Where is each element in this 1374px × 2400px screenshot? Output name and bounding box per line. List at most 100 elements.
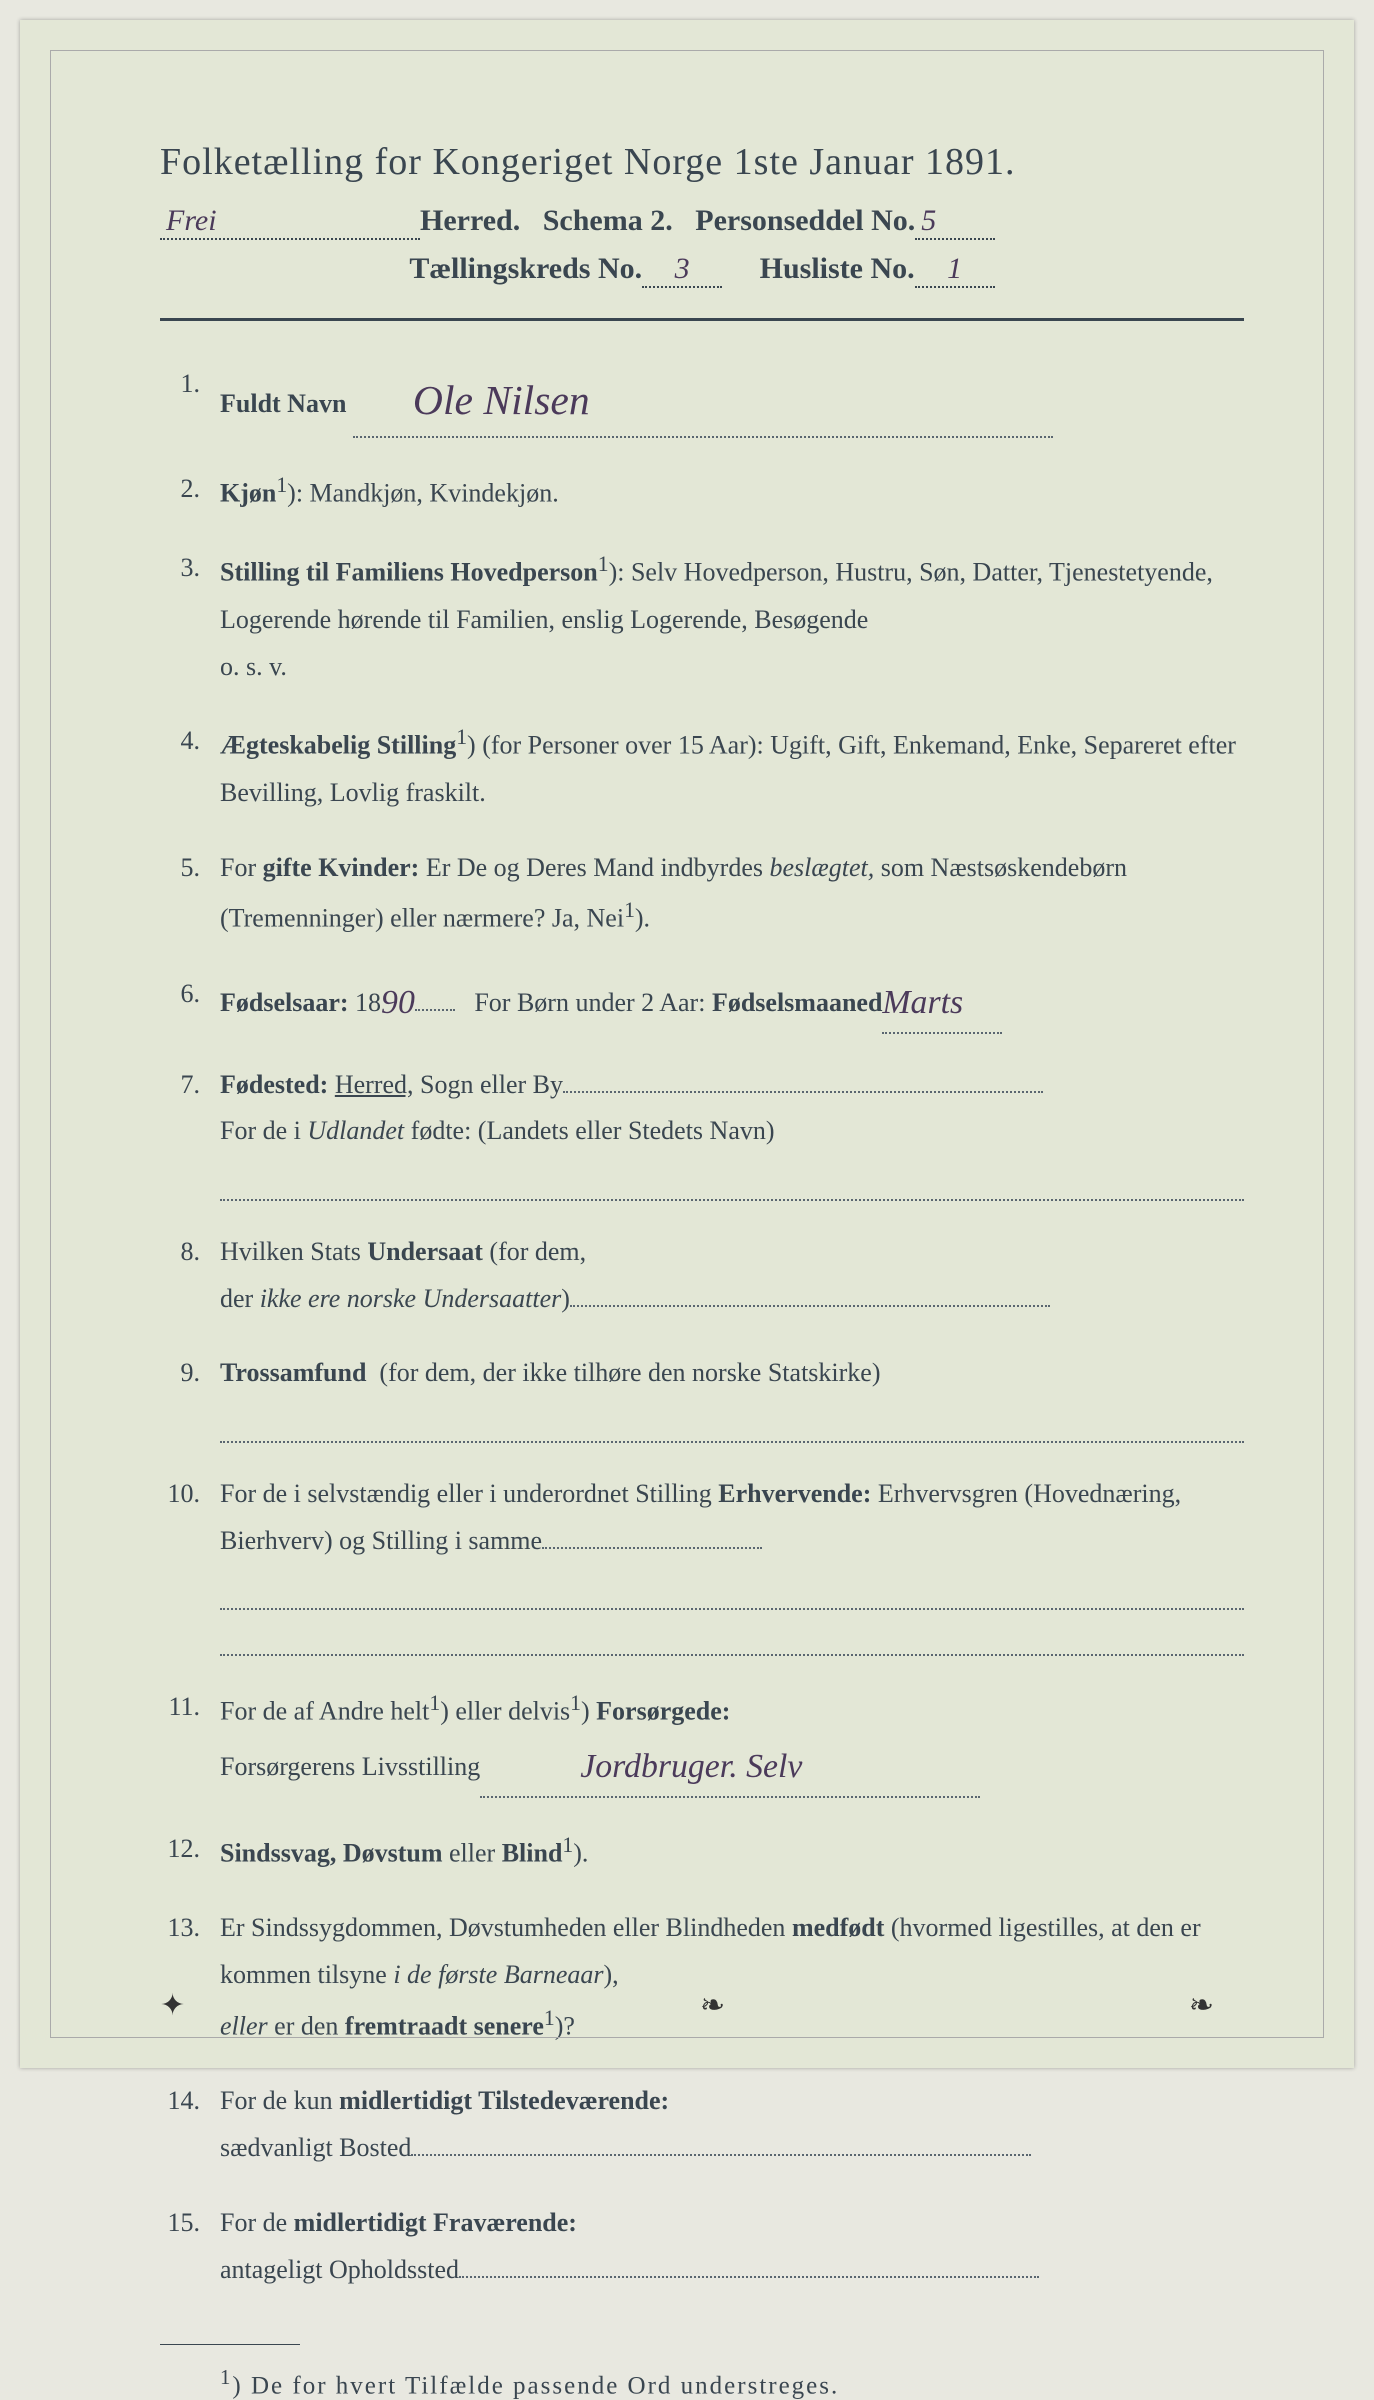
b-fravaer: midlertidigt Fraværende:	[294, 2208, 577, 2237]
blank-10a	[220, 1568, 1244, 1610]
b-medfodt: medfødt	[792, 1913, 884, 1942]
num-5: 5.	[160, 845, 220, 943]
form-header: Folketælling for Kongeriget Norge 1ste J…	[160, 140, 1244, 288]
item-13-medfodt: 13. Er Sindssygdommen, Døvstumheden elle…	[160, 1905, 1244, 2050]
kreds-line: Tællingskreds No.3 Husliste No.1	[160, 252, 1244, 288]
item-11-forsorgede: 11. For de af Andre helt1) eller delvis1…	[160, 1684, 1244, 1798]
text-8b: (for dem,	[489, 1237, 586, 1266]
label-kjon: Kjøn	[220, 479, 276, 508]
i-barneaar: i de første Barneaar	[393, 1960, 603, 1989]
item-6-fodselsaar: 6. Fødselsaar: 1890 For Børn under 2 Aar…	[160, 971, 1244, 1034]
text-15a: For de	[220, 2208, 287, 2237]
num-6: 6.	[160, 971, 220, 1034]
label-fodested: Fødested:	[220, 1070, 328, 1099]
text-13c: ),	[603, 1960, 618, 1989]
b-fremtraadt: fremtraadt senere	[345, 2012, 544, 2041]
b-blind: Blind	[502, 1839, 563, 1868]
b-sinds: Sindssvag, Døvstum	[220, 1839, 443, 1868]
pre-5: For	[220, 853, 256, 882]
num-3: 3.	[160, 545, 220, 690]
i-8: ikke ere norske Undersaatter	[260, 1284, 562, 1313]
header-separator	[160, 318, 1244, 321]
text-14b: sædvanligt Bosted	[220, 2133, 411, 2162]
i-eller: eller	[220, 2012, 268, 2041]
footnote-text: ) De for hvert Tilfælde passende Ord und…	[232, 2372, 839, 2399]
label-maaned: Fødselsmaaned	[712, 988, 882, 1017]
herred-value: Frei	[160, 204, 420, 240]
label-navn: Fuldt Navn	[220, 389, 346, 418]
punch-mark-left: ✦	[160, 1988, 185, 2023]
item-3-stilling: 3. Stilling til Familiens Hovedperson1):…	[160, 545, 1244, 690]
kreds-no: 3	[642, 252, 722, 288]
personseddel-no: 5	[915, 204, 995, 240]
sup-5: 1	[624, 898, 635, 922]
end-13: )?	[555, 2012, 575, 2041]
husliste-no: 1	[915, 252, 995, 288]
personseddel-label: Personseddel No.	[695, 204, 915, 237]
num-11: 11.	[160, 1684, 220, 1798]
text-7b: For de i	[220, 1116, 301, 1145]
sup-11a: 1	[429, 1691, 440, 1715]
text-11a: For de af Andre helt	[220, 1696, 429, 1725]
text-11c: )	[581, 1696, 590, 1725]
i-5: beslægtet,	[770, 853, 875, 882]
num-10: 10.	[160, 1471, 220, 1656]
text-5a: Er De og Deres Mand indbyrdes	[426, 853, 763, 882]
num-2: 2.	[160, 466, 220, 517]
text-9: (for dem, der ikke tilhøre den norske St…	[379, 1358, 880, 1387]
end-8: )	[561, 1284, 570, 1313]
b-undersaat: Undersaat	[367, 1237, 483, 1266]
item-8-undersaat: 8. Hvilken Stats Undersaat (for dem, der…	[160, 1229, 1244, 1323]
hw-forsorg: Jordbruger. Selv	[480, 1748, 802, 1785]
text-10a: For de i selvstændig eller i underordnet…	[220, 1479, 712, 1508]
footnote: 1) De for hvert Tilfælde passende Ord un…	[160, 2365, 1244, 2400]
year-hw: 90	[381, 984, 415, 1021]
item-12-sindssvag: 12. Sindssvag, Døvstum eller Blind1).	[160, 1826, 1244, 1877]
num-12: 12.	[160, 1826, 220, 1877]
year-pre: 18	[355, 988, 381, 1017]
text-11b: ) eller delvis	[440, 1696, 570, 1725]
item-7-fodested: 7. Fødested: Herred, Sogn eller By For d…	[160, 1062, 1244, 1201]
item-15-fravaer: 15. For de midlertidigt Fraværende: anta…	[160, 2200, 1244, 2294]
sup-11b: 1	[570, 1691, 581, 1715]
census-form-page: Folketælling for Kongeriget Norge 1ste J…	[20, 20, 1354, 2068]
item-9-trossamfund: 9. Trossamfund (for dem, der ikke tilhør…	[160, 1350, 1244, 1442]
num-1: 1.	[160, 361, 220, 438]
kreds-label: Tællingskreds No.	[409, 252, 642, 285]
label-stilling: Stilling til Familiens Hovedperson	[220, 558, 598, 587]
text-15b: antageligt Opholdssted	[220, 2255, 459, 2284]
item-14-tilstede: 14. For de kun midlertidigt Tilstedevære…	[160, 2078, 1244, 2172]
item-5-gifte: 5. For gifte Kvinder: Er De og Deres Man…	[160, 845, 1244, 943]
num-7: 7.	[160, 1062, 220, 1201]
osv: o. s. v.	[220, 644, 1244, 691]
text-7c: fødte: (Landets eller Stedets Navn)	[411, 1116, 775, 1145]
sup-3: 1	[598, 552, 609, 576]
blank-9	[220, 1401, 1244, 1443]
sup-13: 1	[544, 2006, 555, 2030]
text-7a: Sogn eller By	[420, 1070, 563, 1099]
item-10-erhverv: 10. For de i selvstændig eller i underor…	[160, 1471, 1244, 1656]
text-8a: Hvilken Stats	[220, 1237, 361, 1266]
num-13: 13.	[160, 1905, 220, 2050]
label-fodsel: Fødselsaar:	[220, 988, 349, 1017]
text-12: eller	[449, 1839, 495, 1868]
b-tros: Trossamfund	[220, 1358, 366, 1387]
num-4: 4.	[160, 718, 220, 816]
u-herred: Herred,	[335, 1070, 414, 1099]
text-11d: Forsørgerens Livsstilling	[220, 1752, 480, 1781]
footnote-sup: 1	[220, 2365, 232, 2389]
punch-mark-center: ❧	[700, 1988, 725, 2023]
husliste-label: Husliste No.	[760, 252, 915, 285]
text-13a: Er Sindssygdommen, Døvstumheden eller Bl…	[220, 1913, 785, 1942]
schema-label: Schema 2.	[543, 204, 673, 237]
text-6b: For Børn under 2 Aar:	[474, 988, 705, 1017]
main-title: Folketælling for Kongeriget Norge 1ste J…	[160, 140, 1244, 184]
sup-4: 1	[456, 725, 467, 749]
num-9: 9.	[160, 1350, 220, 1442]
num-15: 15.	[160, 2200, 220, 2294]
herred-line: FreiHerred. Schema 2. Personseddel No.5	[160, 204, 1244, 240]
b-erhverv: Erhvervende:	[718, 1479, 871, 1508]
handwritten-navn: Ole Nilsen	[353, 377, 590, 423]
item-2-kjon: 2. Kjøn1): Mandkjøn, Kvindekjøn.	[160, 466, 1244, 517]
end-5: ).	[635, 904, 650, 933]
